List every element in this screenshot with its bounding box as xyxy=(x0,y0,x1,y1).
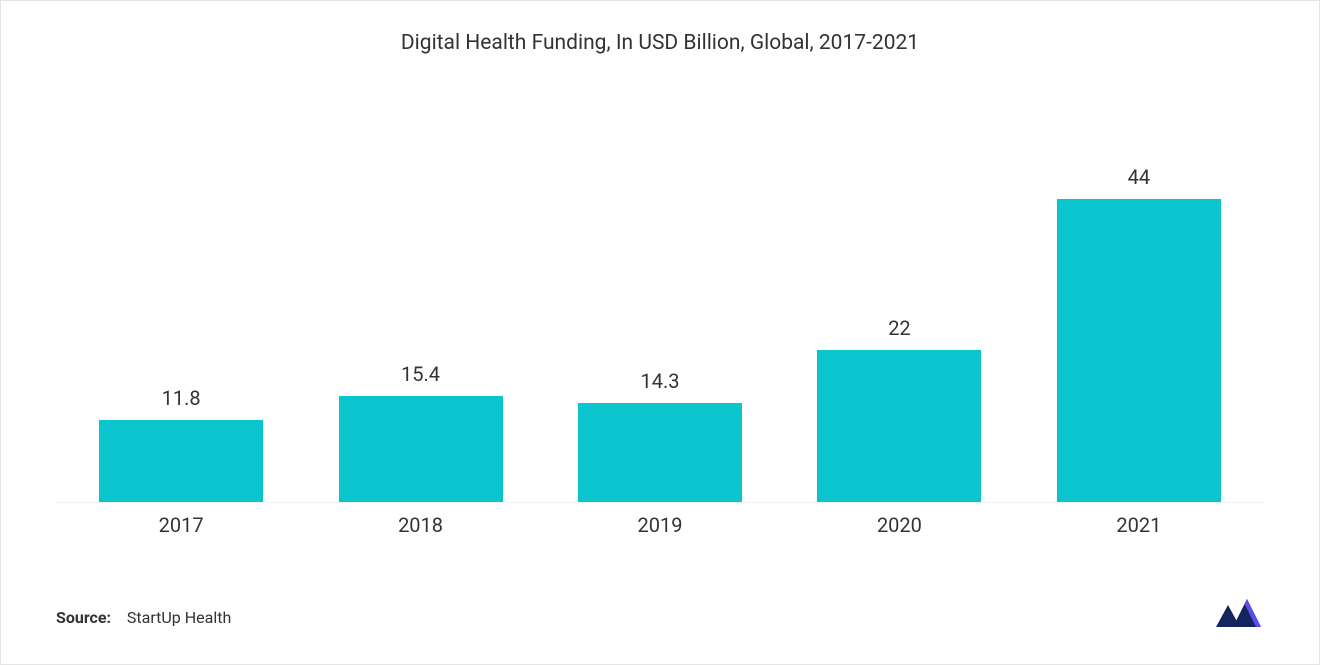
chart-container: Digital Health Funding, In USD Billion, … xyxy=(1,1,1319,664)
bar xyxy=(817,350,981,501)
brand-logo-icon xyxy=(1216,597,1264,627)
category-label: 2019 xyxy=(555,513,765,537)
bar-group: 15.4 xyxy=(315,362,525,502)
category-label: 2018 xyxy=(315,513,525,537)
bar xyxy=(339,396,503,502)
chart-footer: Source: StartUp Health xyxy=(56,597,1264,627)
chart-title: Digital Health Funding, In USD Billion, … xyxy=(56,31,1264,55)
bar-group: 11.8 xyxy=(76,386,286,501)
bar-group: 14.3 xyxy=(555,369,765,501)
x-axis: 2017 2018 2019 2020 2021 xyxy=(56,503,1264,537)
value-label: 44 xyxy=(1128,165,1150,189)
bar xyxy=(578,403,742,501)
category-label: 2017 xyxy=(76,513,286,537)
value-label: 11.8 xyxy=(162,386,201,410)
value-label: 22 xyxy=(888,316,910,340)
bar-group: 44 xyxy=(1034,165,1244,502)
source-value: StartUp Health xyxy=(127,608,231,627)
source-label: Source: xyxy=(56,608,111,627)
bar-group: 22 xyxy=(794,316,1004,501)
category-label: 2020 xyxy=(794,513,1004,537)
bar xyxy=(99,420,263,501)
bar xyxy=(1057,199,1221,502)
value-label: 15.4 xyxy=(401,362,440,386)
source-attribution: Source: StartUp Health xyxy=(56,608,231,627)
value-label: 14.3 xyxy=(640,369,679,393)
plot-area: 11.8 15.4 14.3 22 44 xyxy=(56,75,1264,503)
category-label: 2021 xyxy=(1034,513,1244,537)
